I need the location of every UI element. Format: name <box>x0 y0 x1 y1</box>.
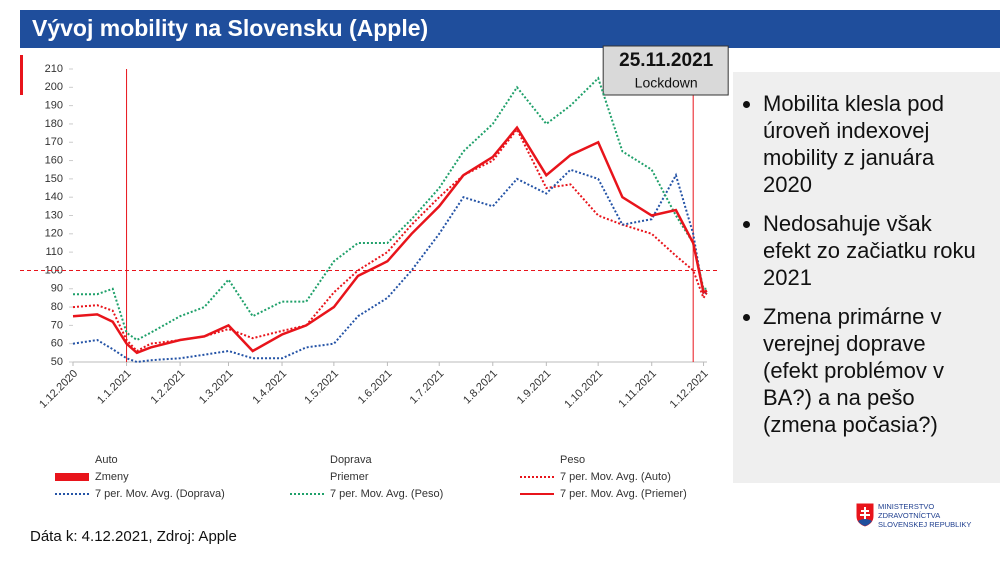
logo-line: SLOVENSKEJ REPUBLIKY <box>878 520 972 529</box>
x-tick-label: 1.8.2021 <box>461 368 500 407</box>
legend-label: 7 per. Mov. Avg. (Priemer) <box>560 488 687 500</box>
y-tick-label: 150 <box>45 173 63 185</box>
y-tick-label: 60 <box>51 338 63 350</box>
annotation-text: Lockdown <box>635 75 698 91</box>
y-tick-label: 180 <box>45 118 63 130</box>
legend-swatch <box>55 473 89 481</box>
plot: 50 60 70 80 90 100 110 120 130 140 150 160 170 180 190… <box>20 45 729 411</box>
legend-label: Priemer <box>330 471 369 483</box>
series-line <box>72 125 708 355</box>
x-tick-label: 1.10.2021 <box>562 368 605 411</box>
bullet-panel: Mobilita klesla pod úroveň indexovej mob… <box>733 72 1000 483</box>
logo-text: MINISTERSTVO ZDRAVOTNÍCTVA SLOVENSKEJ REPU… <box>878 502 971 529</box>
y-tick-label: 210 <box>45 63 63 75</box>
x-tick-label: 1.5.2021 <box>302 368 341 407</box>
accent <box>20 55 23 95</box>
legend-label: 7 per. Mov. Avg. (Peso) <box>330 488 443 500</box>
annotation-box <box>602 45 729 96</box>
footer: Dáta k: 4.12.2021, Zdroj: Apple <box>30 528 237 545</box>
legend-label: 7 per. Mov. Avg. (Auto) <box>560 471 671 483</box>
y-tick-label: 80 <box>51 301 63 313</box>
x-tick-label: 1.7.2021 <box>408 368 447 407</box>
annotation-title: 25.11.2021 <box>619 50 713 71</box>
bullet: Nedosahuje však efekt zo začiatku roku 2… <box>763 210 983 291</box>
y-tick-label: 120 <box>45 228 63 240</box>
x-tick-label: 1.3.2021 <box>197 368 236 407</box>
y-tick-label: 170 <box>45 136 63 148</box>
y-tick-label: 130 <box>45 209 63 221</box>
logo-emblem <box>855 502 875 528</box>
legend-label: Zmeny <box>95 471 129 483</box>
title-bar <box>20 10 1000 48</box>
x-tick-label: 1.11.2021 <box>616 368 659 411</box>
bullet: Zmena primárne v verejnej doprave (efekt… <box>763 303 983 438</box>
legend-label: 7 per. Mov. Avg. (Doprava) <box>95 488 225 500</box>
y-tick-label: 110 <box>45 246 63 258</box>
chart: Vývoj mobility na Slovensku (Apple) 50 60… <box>20 10 1000 500</box>
bullet: Mobilita klesla pod úroveň indexovej mob… <box>763 90 983 198</box>
series-line <box>73 76 707 342</box>
y-tick-label: 160 <box>45 154 63 166</box>
y-tick-label: 200 <box>45 81 63 93</box>
logo-line: ZDRAVOTNÍCTVA <box>878 511 941 520</box>
y-tick-label: 190 <box>45 100 63 112</box>
series-line <box>72 168 708 364</box>
legend-label: Doprava <box>330 454 372 466</box>
x-tick-label: 1.4.2021 <box>250 368 289 407</box>
logo-line: MINISTERSTVO <box>878 502 935 511</box>
x-tick-label: 1.1.2021 <box>95 368 134 407</box>
x-tick-label: 1.9.2021 <box>515 368 554 407</box>
legend-label: Auto <box>95 454 118 466</box>
x-tick-label: 1.2.2021 <box>149 368 188 407</box>
legend-label: Peso <box>560 454 585 466</box>
x-tick-label: 1.6.2021 <box>356 368 395 407</box>
bullet-list: Mobilita klesla pod úroveň indexovej mob… <box>733 90 1000 438</box>
x-tick-label: 1.12.2021 <box>668 368 711 411</box>
y-tick-label: 50 <box>51 356 63 368</box>
y-tick-label: 100 <box>45 264 63 276</box>
y-tick-label: 70 <box>51 319 63 331</box>
slide-title: Vývoj mobility na Slovensku (Apple) <box>32 15 428 41</box>
x-tick-label: 1.12.2020 <box>37 368 80 411</box>
y-tick-label: 140 <box>45 191 63 203</box>
y-tick-label: 90 <box>51 283 63 295</box>
